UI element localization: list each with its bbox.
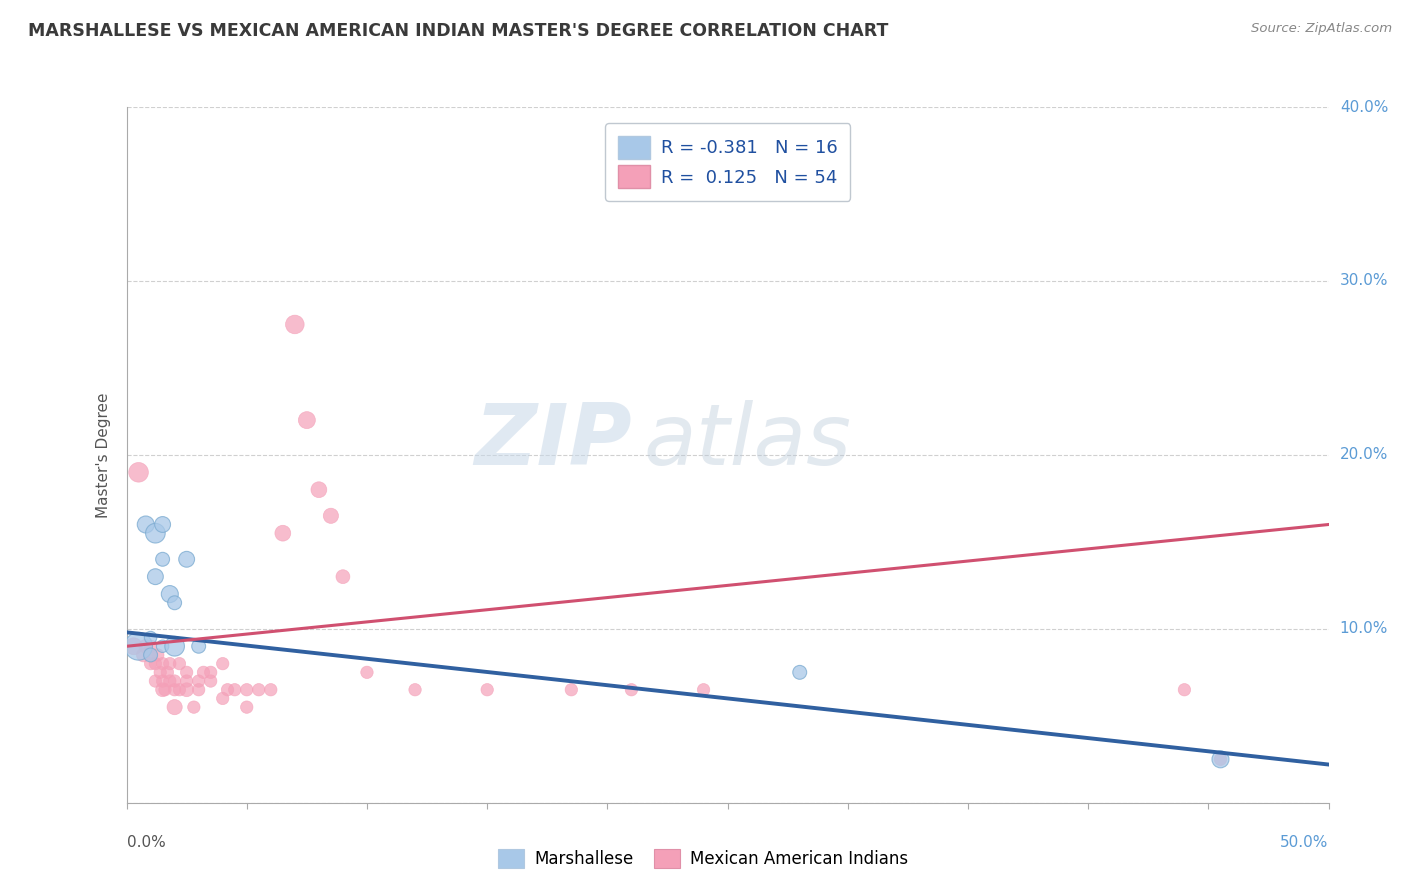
Point [163,682,186,697]
Point [152,657,174,671]
Point [187,682,209,697]
Point [211,691,233,706]
Text: 10.0%: 10.0% [1340,622,1388,636]
Point [152,552,174,566]
Point [475,682,498,697]
Text: 40.0%: 40.0% [1340,100,1388,114]
Legend: R = -0.381   N = 16, R =  0.125   N = 54: R = -0.381 N = 16, R = 0.125 N = 54 [605,123,851,201]
Point [145,526,167,541]
Text: Source: ZipAtlas.com: Source: ZipAtlas.com [1251,22,1392,36]
Point [139,648,162,662]
Text: 0.0%: 0.0% [127,836,166,850]
Point [284,318,307,332]
Point [211,657,233,671]
Point [145,657,167,671]
Legend: Marshallese, Mexican American Indians: Marshallese, Mexican American Indians [491,842,915,875]
Point [295,413,318,427]
Point [187,639,209,653]
Point [163,596,186,610]
Point [135,639,157,653]
Point [332,570,354,584]
Point [152,639,174,653]
Point [187,674,209,689]
Point [122,639,145,653]
Text: ZIP: ZIP [474,400,631,483]
Point [128,466,150,480]
Point [560,682,582,697]
Point [152,517,174,532]
Text: atlas: atlas [644,400,852,483]
Point [235,700,259,714]
Point [156,665,179,680]
Point [235,682,259,697]
Point [152,674,174,689]
Point [692,682,714,697]
Point [139,657,162,671]
Point [271,526,294,541]
Point [1209,752,1232,766]
Point [1209,752,1232,766]
Point [224,682,246,697]
Point [139,639,162,653]
Point [200,674,222,689]
Point [176,682,198,697]
Point [169,657,191,671]
Point [139,631,162,645]
Point [1173,682,1195,697]
Point [789,665,811,680]
Text: 50.0%: 50.0% [1281,836,1329,850]
Text: 20.0%: 20.0% [1340,448,1388,462]
Point [163,674,186,689]
Point [247,682,270,697]
Point [308,483,330,497]
Point [176,552,198,566]
Point [169,682,191,697]
Point [319,508,342,523]
Text: MARSHALLESE VS MEXICAN AMERICAN INDIAN MASTER'S DEGREE CORRELATION CHART: MARSHALLESE VS MEXICAN AMERICAN INDIAN M… [28,22,889,40]
Point [152,682,174,697]
Point [139,648,162,662]
Point [159,674,181,689]
Point [135,517,157,532]
Point [217,682,239,697]
Point [193,665,215,680]
Text: 30.0%: 30.0% [1340,274,1388,288]
Point [176,674,198,689]
Point [163,639,186,653]
Point [620,682,643,697]
Point [176,665,198,680]
Point [146,648,169,662]
Point [183,700,205,714]
Point [356,665,378,680]
Point [404,682,426,697]
Point [153,682,176,697]
Y-axis label: Master's Degree: Master's Degree [96,392,111,517]
Point [128,639,150,653]
Point [200,665,222,680]
Point [159,587,181,601]
Point [163,700,186,714]
Point [149,665,172,680]
Point [159,657,181,671]
Point [145,674,167,689]
Point [145,570,167,584]
Point [260,682,283,697]
Point [132,648,155,662]
